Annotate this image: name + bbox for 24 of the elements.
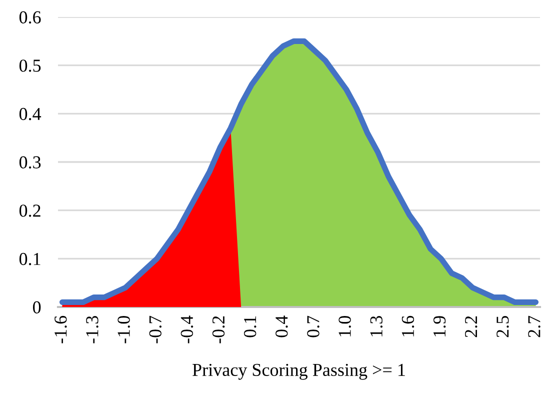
x-tick-label: 1.6 bbox=[402, 316, 414, 336]
y-tick-label: 0 bbox=[32, 301, 41, 314]
y-tick-label: 0.2 bbox=[19, 204, 40, 217]
x-tick-label: 2.2 bbox=[465, 316, 478, 338]
x-tick-label: -0.2 bbox=[212, 316, 225, 344]
y-tick-label: 0.5 bbox=[19, 60, 41, 72]
x-tick-label: 2.7 bbox=[528, 316, 540, 338]
x-tick-label: -0.7 bbox=[149, 316, 162, 344]
x-tick-label: -1.3 bbox=[86, 316, 98, 344]
x-tick-label: -1.6 bbox=[54, 316, 67, 344]
x-tick-label: 1.0 bbox=[338, 316, 351, 336]
x-tick-label: -0.4 bbox=[180, 316, 194, 344]
x-tick-label: 1.3 bbox=[370, 316, 383, 336]
x-tick-label: 0.1 bbox=[244, 316, 256, 338]
y-tick-label: 0.4 bbox=[19, 108, 42, 120]
x-axis-title: Privacy Scoring Passing >= 1 bbox=[192, 364, 405, 380]
y-tick-label: 0.3 bbox=[19, 156, 41, 169]
x-tick-label: -1.0 bbox=[118, 316, 130, 344]
x-tick-label: 2.5 bbox=[496, 316, 509, 338]
x-tick-label: 1.9 bbox=[433, 316, 446, 336]
y-tick-label: 0.1 bbox=[19, 252, 40, 266]
x-tick-label: 0.7 bbox=[307, 316, 320, 338]
x-tick-label: 0.4 bbox=[276, 316, 288, 338]
y-tick-label: 0.6 bbox=[19, 11, 41, 24]
